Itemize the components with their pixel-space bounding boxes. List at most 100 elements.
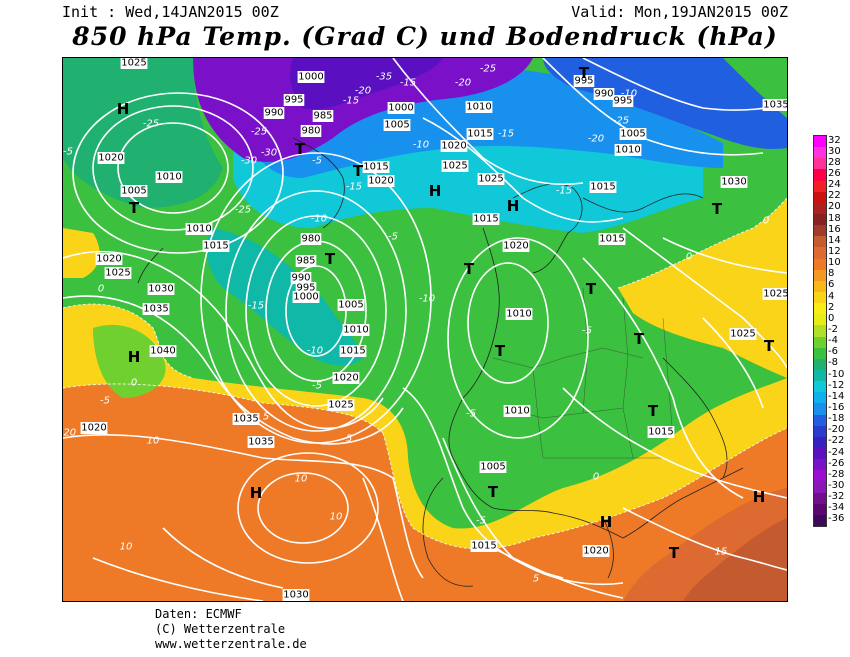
legend-label: -26 xyxy=(828,457,845,469)
pressure-label: 1015 xyxy=(466,128,494,140)
temperature-label: -25 xyxy=(480,64,496,75)
svg-text:T: T xyxy=(586,280,597,298)
svg-text:-25: -25 xyxy=(613,116,629,127)
pressure-label: 1030 xyxy=(147,283,175,295)
legend-label: -10 xyxy=(828,368,845,380)
legend-swatch xyxy=(814,303,826,315)
temperature-label: 0 xyxy=(686,252,692,263)
coastlines xyxy=(137,137,744,587)
temp-field-nw-green xyxy=(63,58,223,208)
svg-text:-25: -25 xyxy=(143,119,159,130)
legend-swatch xyxy=(814,158,826,170)
legend-label: -12 xyxy=(828,379,845,391)
legend-swatch xyxy=(814,481,826,494)
svg-text:1025: 1025 xyxy=(730,329,755,340)
svg-text:10: 10 xyxy=(330,512,343,523)
pressure-label: 1000 xyxy=(297,71,325,83)
svg-text:-15: -15 xyxy=(400,78,416,89)
svg-text:-5: -5 xyxy=(582,326,592,337)
pressure-label: 990 xyxy=(290,272,312,284)
legend-swatch xyxy=(814,336,826,349)
pressure-labels: 1025102010101005101010151020102510301035… xyxy=(80,58,787,601)
svg-text:-5: -5 xyxy=(63,147,73,158)
temperature-label: -35 xyxy=(376,72,392,83)
svg-text:1010: 1010 xyxy=(156,172,181,183)
legend-swatch xyxy=(814,381,826,393)
svg-text:1015: 1015 xyxy=(473,214,498,225)
svg-text:-5: -5 xyxy=(312,156,322,167)
legend-label: -34 xyxy=(828,502,845,514)
temperature-label: 5 xyxy=(346,434,352,445)
high-pressure-center: H xyxy=(429,182,442,200)
svg-text:1010: 1010 xyxy=(466,102,491,113)
svg-text:H: H xyxy=(600,513,613,531)
credit-copyright: (C) Wetterzentrale xyxy=(155,622,286,636)
temperature-label: -25 xyxy=(143,119,159,130)
high-pressure-center: H xyxy=(250,484,263,502)
pressure-label: 1030 xyxy=(282,589,310,601)
pressure-label: 990 xyxy=(593,88,615,100)
svg-text:10: 10 xyxy=(147,436,160,447)
pressure-label: 1020 xyxy=(95,253,123,265)
svg-text:-10: -10 xyxy=(419,294,435,305)
pressure-label: 1020 xyxy=(332,372,360,384)
svg-text:T: T xyxy=(634,330,645,348)
low-pressure-center: T xyxy=(495,342,506,360)
svg-text:-15: -15 xyxy=(346,182,362,193)
temperature-label: -25 xyxy=(251,127,267,138)
svg-text:1030: 1030 xyxy=(721,177,746,188)
pressure-label: 1035 xyxy=(247,436,275,448)
temp-field-se-deep xyxy=(683,518,787,601)
low-pressure-center: T xyxy=(295,140,306,158)
pressure-label: 1020 xyxy=(97,152,125,164)
svg-text:5: 5 xyxy=(533,574,539,585)
svg-text:1020: 1020 xyxy=(368,176,393,187)
pressure-label: 980 xyxy=(300,233,322,245)
pressure-label: 1015 xyxy=(362,161,390,173)
legend-swatch xyxy=(814,358,826,371)
svg-text:5: 5 xyxy=(263,412,269,423)
svg-text:990: 990 xyxy=(594,89,613,100)
temperature-label: -5 xyxy=(312,381,322,392)
svg-text:1010: 1010 xyxy=(506,309,531,320)
pressure-label: 985 xyxy=(312,110,334,122)
svg-text:980: 980 xyxy=(301,126,320,137)
pressure-label: 1005 xyxy=(479,461,507,473)
legend-label: -8 xyxy=(828,357,838,369)
pressure-label: 1015 xyxy=(647,426,675,438)
svg-text:1030: 1030 xyxy=(148,284,173,295)
svg-text:995: 995 xyxy=(613,96,632,107)
svg-text:T: T xyxy=(712,200,723,218)
svg-text:1005: 1005 xyxy=(620,129,645,140)
legend-swatch xyxy=(814,325,826,338)
high-pressure-center: H xyxy=(600,513,613,531)
svg-text:1025: 1025 xyxy=(105,268,130,279)
temperature-label: -10 xyxy=(311,214,327,225)
svg-text:T: T xyxy=(129,199,140,217)
svg-text:1025: 1025 xyxy=(763,289,787,300)
legend-swatch xyxy=(814,403,826,416)
svg-text:-15: -15 xyxy=(498,129,514,140)
legend-swatch xyxy=(814,280,826,293)
temperature-label: -20 xyxy=(455,78,471,89)
temperature-label: -10 xyxy=(413,140,429,151)
svg-text:H: H xyxy=(429,182,442,200)
pressure-label: 1025 xyxy=(477,173,505,185)
temperature-label: 10 xyxy=(295,474,308,485)
legend-swatch xyxy=(814,347,826,360)
svg-text:1020: 1020 xyxy=(81,423,106,434)
svg-text:990: 990 xyxy=(291,273,310,284)
pressure-label: 1010 xyxy=(505,308,533,320)
svg-text:990: 990 xyxy=(264,108,283,119)
svg-text:1015: 1015 xyxy=(590,182,615,193)
legend-label: 20 xyxy=(828,201,841,213)
svg-text:H: H xyxy=(507,197,520,215)
valid-time: Valid: Mon,19JAN2015 00Z xyxy=(571,3,788,21)
high-pressure-center: H xyxy=(753,488,766,506)
temperature-label: 10 xyxy=(330,512,343,523)
svg-text:-5: -5 xyxy=(100,396,110,407)
pressure-label: 1025 xyxy=(762,288,787,300)
legend-label: 14 xyxy=(828,234,841,246)
low-pressure-center: T xyxy=(712,200,723,218)
legend-swatch xyxy=(814,169,826,182)
